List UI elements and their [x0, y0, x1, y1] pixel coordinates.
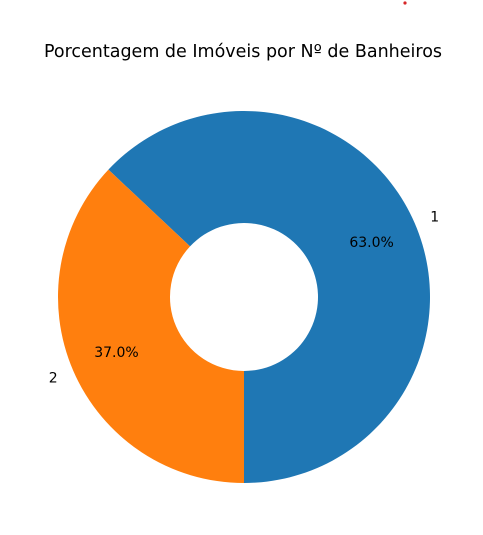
slice-2: [58, 169, 244, 483]
category-label-1: 1: [430, 209, 439, 225]
slice-1: [108, 111, 430, 483]
percent-label-1: 63.0%: [349, 235, 393, 251]
chart-title: Porcentagem de Imóveis por Nº de Banheir…: [44, 42, 442, 62]
percent-label-2: 37.0%: [94, 345, 138, 361]
marker-dot: [403, 1, 407, 5]
donut-slices: [58, 111, 430, 483]
donut-labels: 1 63.0% 2 37.0%: [49, 209, 439, 386]
category-label-2: 2: [49, 371, 58, 387]
